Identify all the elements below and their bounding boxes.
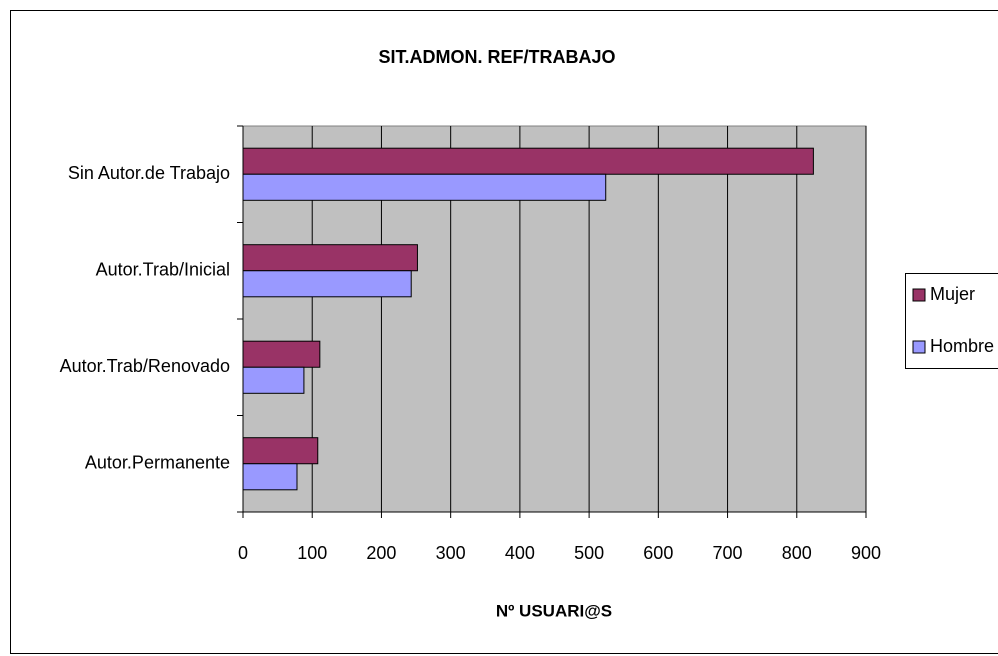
x-tick-label: 900 — [851, 543, 881, 563]
x-tick-label: 100 — [297, 543, 327, 563]
bar — [242, 366, 305, 394]
x-axis-title: Nº USUARI@S — [496, 601, 612, 620]
x-tick-label: 200 — [366, 543, 396, 563]
x-tick-label: 500 — [574, 543, 604, 563]
bar — [242, 173, 607, 201]
x-tick-label: 0 — [238, 543, 248, 563]
legend-swatch — [912, 340, 926, 354]
chart-title: SIT.ADMON. REF/TRABAJO — [378, 47, 615, 67]
bar — [242, 463, 298, 491]
legend-swatch — [912, 288, 926, 302]
y-tick-label: Autor.Trab/Renovado — [60, 356, 230, 376]
x-tick-label: 600 — [643, 543, 673, 563]
y-tick-label: Autor.Trab/Inicial — [96, 260, 230, 280]
bar — [242, 340, 321, 368]
bar — [242, 437, 319, 465]
bar — [242, 244, 418, 272]
legend-label: Mujer — [930, 284, 975, 304]
x-tick-label: 400 — [505, 543, 535, 563]
legend-label: Hombre — [930, 336, 994, 356]
bar — [242, 270, 412, 298]
x-tick-label: 700 — [713, 543, 743, 563]
y-tick-label: Sin Autor.de Trabajo — [68, 163, 230, 183]
x-tick-label: 800 — [782, 543, 812, 563]
bar — [242, 147, 814, 175]
x-tick-label: 300 — [436, 543, 466, 563]
y-tick-label: Autor.Permanente — [85, 453, 230, 473]
